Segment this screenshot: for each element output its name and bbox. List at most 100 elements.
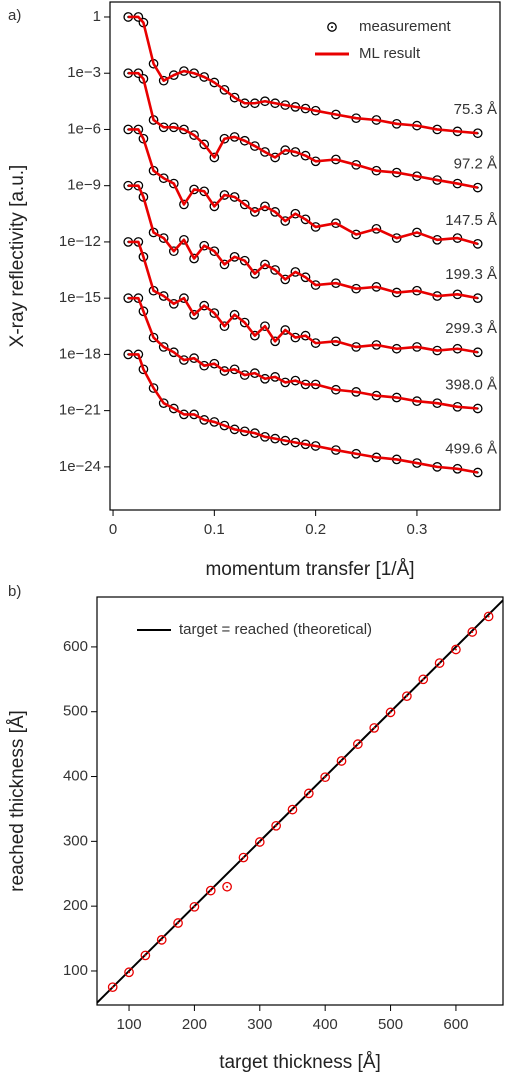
- marker: [148, 332, 159, 343]
- x-tick-label: 0.2: [305, 521, 326, 538]
- marker: [168, 403, 179, 414]
- data-point: [320, 772, 331, 783]
- curve-label: 75.3 Å: [454, 101, 497, 118]
- marker-dot: [454, 648, 457, 651]
- marker: [189, 130, 199, 140]
- data-point: [205, 885, 216, 896]
- y-tick-label: 1e−12: [59, 233, 101, 250]
- fit-line: [128, 184, 478, 300]
- marker: [280, 216, 291, 226]
- marker: [229, 309, 240, 320]
- y-tick-label: 100: [63, 962, 88, 979]
- marker: [158, 75, 169, 86]
- marker: [209, 308, 220, 318]
- x-tick-label: 100: [117, 1016, 142, 1033]
- marker-dot: [356, 743, 359, 746]
- data-point: [353, 739, 363, 749]
- legend-label: ML result: [359, 45, 421, 62]
- x-tick-label: 400: [313, 1016, 338, 1033]
- data-point: [385, 707, 396, 718]
- x-axis-label: target thickness [Å]: [219, 1052, 381, 1073]
- marker: [199, 240, 210, 251]
- curve-label: 97.2 Å: [454, 156, 497, 173]
- marker: [250, 141, 260, 151]
- marker: [270, 336, 280, 347]
- x-tick-label: 500: [378, 1016, 403, 1033]
- y-axis-label: X-ray reflectivity [a.u.]: [7, 165, 28, 348]
- marker-dot: [487, 615, 490, 618]
- marker: [189, 309, 199, 320]
- data-point: [254, 837, 265, 847]
- marker: [168, 178, 179, 189]
- y-tick-label: 1e−21: [59, 402, 101, 419]
- marker-dot: [128, 971, 131, 974]
- marker: [222, 881, 232, 892]
- marker: [138, 306, 149, 317]
- marker: [209, 201, 220, 212]
- marker: [219, 420, 230, 431]
- marker-dot: [422, 678, 425, 681]
- plot-frame: [96, 596, 504, 1006]
- marker: [199, 139, 210, 150]
- marker: [270, 152, 280, 163]
- y-tick-label: 600: [63, 638, 88, 655]
- data-point: [124, 967, 134, 978]
- marker: [179, 199, 189, 210]
- panel-label: a): [8, 7, 21, 24]
- data-point: [303, 788, 314, 799]
- marker: [402, 691, 412, 702]
- marker: [239, 135, 250, 146]
- marker: [385, 707, 396, 718]
- plot-frame: [109, 1, 501, 511]
- marker: [158, 291, 169, 301]
- marker: [250, 207, 260, 217]
- fit-line: [128, 128, 479, 246]
- marker: [209, 246, 220, 257]
- fit-line: [128, 353, 478, 474]
- marker: [451, 644, 461, 655]
- marker: [254, 837, 265, 847]
- marker: [290, 267, 301, 277]
- marker: [250, 330, 260, 341]
- marker: [300, 214, 311, 225]
- marker: [219, 84, 230, 95]
- marker-dot: [291, 808, 294, 811]
- curve-label: 299.3 Å: [445, 320, 497, 337]
- y-tick-label: 1e−9: [67, 177, 101, 194]
- marker: [418, 674, 429, 685]
- y-tick-label: 1e−18: [59, 345, 101, 362]
- marker: [158, 233, 169, 243]
- marker-dot: [193, 905, 196, 908]
- marker: [168, 298, 179, 309]
- x-tick-label: 300: [247, 1016, 272, 1033]
- fit-line: [128, 240, 478, 354]
- marker-dot: [471, 630, 474, 633]
- y-tick-label: 500: [63, 703, 88, 720]
- marker: [156, 935, 167, 945]
- marker: [467, 627, 478, 637]
- data-point: [156, 935, 167, 945]
- marker-dot: [144, 954, 147, 957]
- marker: [270, 265, 280, 275]
- marker: [138, 364, 149, 375]
- data-point: [483, 611, 494, 622]
- marker-dot: [373, 726, 376, 729]
- marker-dot: [242, 856, 245, 859]
- fit-line: [128, 15, 478, 135]
- data-point: [467, 627, 478, 637]
- marker: [260, 201, 270, 212]
- marker: [271, 820, 281, 831]
- y-tick-label: 1e−3: [67, 64, 101, 81]
- marker: [140, 950, 151, 961]
- marker-dot: [209, 889, 212, 892]
- marker: [260, 147, 270, 157]
- marker: [168, 347, 179, 358]
- curve-label: 499.6 Å: [445, 440, 497, 457]
- data-point: [418, 674, 429, 685]
- y-tick-label: 1: [93, 8, 101, 25]
- marker: [353, 739, 363, 749]
- curve-label: 199.3 Å: [445, 266, 497, 283]
- marker: [239, 317, 250, 328]
- marker: [168, 246, 179, 257]
- marker: [287, 804, 298, 815]
